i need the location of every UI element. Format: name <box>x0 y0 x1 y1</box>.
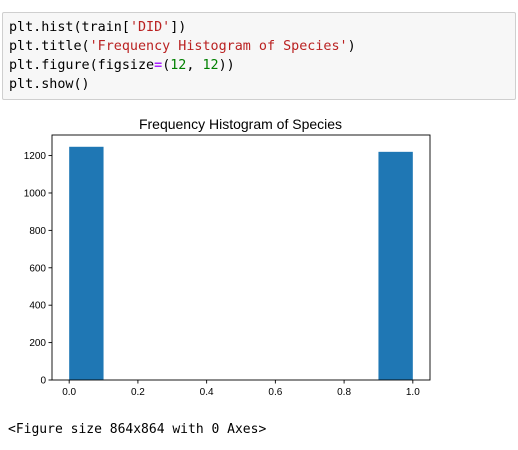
cell-output-text: <Figure size 864x864 with 0 Axes> <box>8 422 266 437</box>
code-line: plt.title('Frequency Histogram of Specie… <box>9 37 356 56</box>
code-line: plt.hist(train['DID']) <box>9 18 356 37</box>
y-tick-label: 1000 <box>24 188 47 199</box>
y-tick-label: 800 <box>29 226 46 237</box>
x-tick-label: 0.8 <box>337 387 351 398</box>
y-tick-label: 0 <box>40 376 46 387</box>
code-token: plt.figure(figsize <box>9 58 154 73</box>
axes-frame <box>52 135 430 380</box>
x-tick-label: 0.4 <box>200 387 214 398</box>
y-tick-label: 200 <box>29 338 46 349</box>
x-tick-label: 0.2 <box>131 387 145 398</box>
y-tick-label: 1200 <box>24 151 47 162</box>
code-line: plt.show() <box>9 75 356 94</box>
code-cell[interactable]: plt.hist(train['DID']) plt.title('Frequen… <box>2 12 516 100</box>
y-axis-ticks: 0 200 400 600 800 1000 1200 <box>24 151 52 386</box>
x-tick-label: 0.6 <box>268 387 282 398</box>
code-token: )) <box>219 58 235 73</box>
histogram-bars <box>69 147 413 380</box>
histogram-plot: Frequency Histogram of Species 0 200 400 60… <box>0 108 518 420</box>
code-token: ]) <box>170 20 186 35</box>
y-tick-label: 400 <box>29 301 46 312</box>
code-token: 12 <box>170 58 186 73</box>
chart-title: Frequency Histogram of Species <box>139 116 342 132</box>
histogram-bar <box>69 147 103 380</box>
x-tick-label: 1.0 <box>406 387 420 398</box>
code-token: , <box>186 58 202 73</box>
code-token: plt.title( <box>9 39 90 54</box>
code-token: 'DID' <box>130 20 170 35</box>
code-token: 12 <box>203 58 219 73</box>
code-token: plt.hist(train[ <box>9 20 130 35</box>
x-axis-ticks: 0.0 0.2 0.4 0.6 0.8 1.0 <box>62 380 420 398</box>
code-token: 'Frequency Histogram of Species' <box>90 39 348 54</box>
code-token: ) <box>348 39 356 54</box>
y-tick-label: 600 <box>29 263 46 274</box>
code-token: plt.show() <box>9 77 90 92</box>
code-editor[interactable]: plt.hist(train['DID']) plt.title('Frequen… <box>9 18 356 94</box>
histogram-bar <box>378 152 412 380</box>
code-line: plt.figure(figsize=(12, 12)) <box>9 56 356 75</box>
code-token: = <box>154 58 162 73</box>
x-tick-label: 0.0 <box>62 387 76 398</box>
